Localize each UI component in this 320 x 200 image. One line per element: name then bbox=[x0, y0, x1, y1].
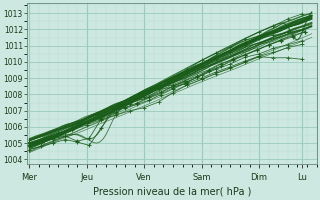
X-axis label: Pression niveau de la mer( hPa ): Pression niveau de la mer( hPa ) bbox=[92, 187, 251, 197]
